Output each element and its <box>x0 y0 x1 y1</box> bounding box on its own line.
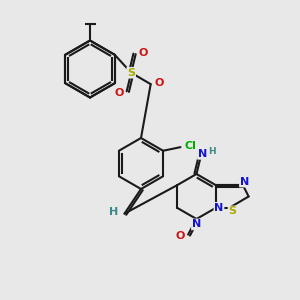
Text: H: H <box>110 207 118 217</box>
Text: S: S <box>229 206 236 216</box>
Text: O: O <box>176 231 185 241</box>
Text: S: S <box>127 68 135 78</box>
Text: O: O <box>154 78 164 88</box>
Text: N: N <box>214 203 224 213</box>
Text: N: N <box>192 219 201 230</box>
Text: H: H <box>208 147 216 156</box>
Text: N: N <box>240 177 249 187</box>
Text: Cl: Cl <box>184 141 196 151</box>
Text: O: O <box>114 88 124 98</box>
Text: O: O <box>139 48 148 58</box>
Text: N: N <box>198 149 207 159</box>
